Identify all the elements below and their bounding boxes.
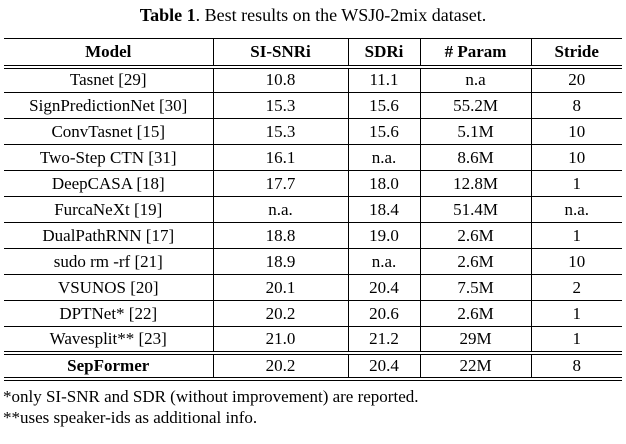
value-cell: 8.6M [420, 144, 532, 171]
value-cell: 10 [568, 121, 586, 141]
value-cell: 20.4 [348, 352, 421, 379]
table-row: FurcaNeXt [19] n.a. 18.4 51.4M n.a. [4, 196, 622, 223]
value-cell: 15.3 [213, 118, 349, 145]
model-cell: DeepCASA [18] [4, 170, 214, 197]
value-cell: 2 [572, 277, 582, 297]
value-cell: n.a [420, 66, 532, 93]
value-cell: 1 [572, 225, 582, 245]
value-cell: 12.8M [420, 170, 532, 197]
footnote-improvement: *only SI-SNR and SDR (without improvemen… [3, 386, 419, 406]
value-cell: 1 [572, 328, 582, 348]
table-row: Wavesplit** [23] 21.0 21.2 29M 1 [4, 326, 622, 353]
value-cell: 2.6M [420, 300, 532, 327]
table-row: SignPredictionNet [30] 15.3 15.6 55.2M 8 [4, 92, 622, 119]
value-cell: 1 [572, 303, 582, 323]
value-cell: n.a. [213, 196, 349, 223]
value-cell: 22M [420, 352, 532, 379]
value-cell: 20.1 [213, 274, 349, 301]
value-cell: 10 [568, 251, 586, 271]
model-cell: Wavesplit** [23] [4, 326, 214, 353]
model-cell: Two-Step CTN [31] [4, 144, 214, 171]
value-cell: 10 [568, 147, 586, 167]
model-cell: VSUNOS [20] [4, 274, 214, 301]
table-row: SepFormer 20.2 20.4 22M 8 [4, 352, 622, 379]
value-cell: 51.4M [420, 196, 532, 223]
value-cell: n.a. [348, 248, 421, 275]
table-row: Two-Step CTN [31] 16.1 n.a. 8.6M 10 [4, 144, 622, 171]
value-cell: 2.6M [420, 248, 532, 275]
value-cell: 18.9 [213, 248, 349, 275]
table-caption-label: Table 1 [139, 5, 196, 25]
table-head: Model SI-SNRi SDRi # Param Stride [4, 38, 622, 67]
value-cell: 2.6M [420, 222, 532, 249]
value-cell: 20.4 [348, 274, 421, 301]
model-cell: DualPathRNN [17] [4, 222, 214, 249]
model-cell: ConvTasnet [15] [4, 118, 214, 145]
table-row: DPTNet* [22] 20.2 20.6 2.6M 1 [4, 300, 622, 327]
footnote-speaker-ids: **uses speaker-ids as additional info. [3, 407, 258, 427]
value-cell: 55.2M [420, 92, 532, 119]
table-row: DualPathRNN [17] 18.8 19.0 2.6M 1 [4, 222, 622, 249]
value-cell: 18.8 [213, 222, 349, 249]
value-cell: 21.2 [348, 326, 421, 353]
table-caption: Table 1. Best results on the WSJ0-2mix d… [0, 0, 626, 27]
value-cell: 8 [572, 95, 582, 115]
table-row: Tasnet [29] 10.8 11.1 n.a 20 [4, 66, 622, 93]
value-cell: 20.6 [348, 300, 421, 327]
model-cell: SepFormer [4, 352, 214, 379]
value-cell: 15.6 [348, 92, 421, 119]
model-cell: FurcaNeXt [19] [4, 196, 214, 223]
table-caption-text: . Best results on the WSJ0-2mix dataset. [195, 5, 487, 25]
value-cell: 10.8 [213, 66, 349, 93]
footnotes: *only SI-SNR and SDR (without improvemen… [3, 386, 626, 428]
model-cell: DPTNet* [22] [4, 300, 214, 327]
table-row: ConvTasnet [15] 15.3 15.6 5.1M 10 [4, 118, 622, 145]
table-row: DeepCASA [18] 17.7 18.0 12.8M 1 [4, 170, 622, 197]
value-cell: 5.1M [420, 118, 532, 145]
value-cell: 7.5M [420, 274, 532, 301]
value-cell: 19.0 [348, 222, 421, 249]
value-cell: 11.1 [348, 66, 421, 93]
header-cell: Stride [554, 41, 599, 61]
value-cell: 20 [568, 70, 586, 90]
header-cell: # Param [420, 38, 532, 67]
value-cell: 16.1 [213, 144, 349, 171]
header-cell: SDRi [348, 38, 421, 67]
table-row: VSUNOS [20] 20.1 20.4 7.5M 2 [4, 274, 622, 301]
value-cell: 29M [420, 326, 532, 353]
header-row: Model SI-SNRi SDRi # Param Stride [4, 38, 622, 67]
model-cell: sudo rm -rf [21] [4, 248, 214, 275]
results-table: Model SI-SNRi SDRi # Param Stride Tasnet [29… [4, 38, 622, 381]
value-cell: 20.2 [213, 300, 349, 327]
value-cell: 21.0 [213, 326, 349, 353]
value-cell: 18.4 [348, 196, 421, 223]
model-cell: SignPredictionNet [30] [4, 92, 214, 119]
value-cell: 8 [572, 355, 582, 375]
value-cell: n.a. [564, 199, 590, 219]
value-cell: 17.7 [213, 170, 349, 197]
table-body: Tasnet [29] 10.8 11.1 n.a 20 SignPredictionNe… [4, 66, 622, 379]
value-cell: 18.0 [348, 170, 421, 197]
model-cell: Tasnet [29] [4, 66, 214, 93]
header-cell: SI-SNRi [213, 38, 349, 67]
value-cell: 15.6 [348, 118, 421, 145]
value-cell: 20.2 [213, 352, 349, 379]
table-row: sudo rm -rf [21] 18.9 n.a. 2.6M 10 [4, 248, 622, 275]
value-cell: n.a. [348, 144, 421, 171]
value-cell: 15.3 [213, 92, 349, 119]
header-cell: Model [4, 38, 214, 67]
value-cell: 1 [572, 173, 582, 193]
